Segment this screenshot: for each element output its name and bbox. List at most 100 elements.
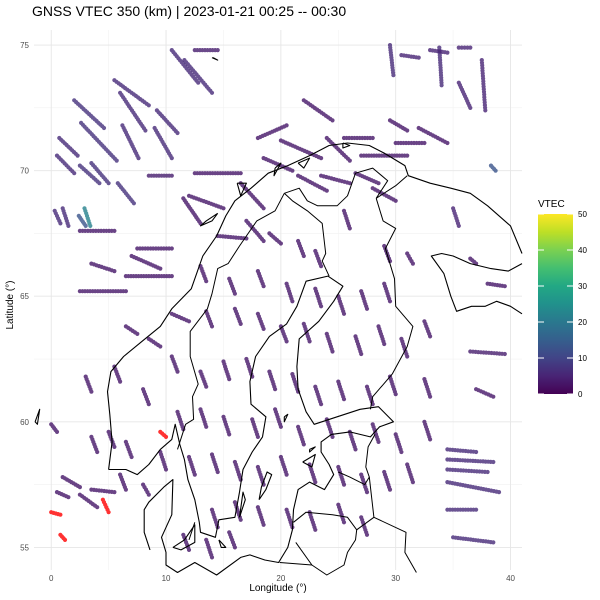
vtec-point: [456, 223, 461, 228]
vtec-track: [359, 515, 370, 537]
country-border: [295, 529, 358, 576]
vtec-track: [296, 238, 306, 259]
vtec-point: [131, 201, 136, 206]
vtec-track: [209, 452, 220, 475]
vtec-track: [307, 462, 318, 485]
vtec-point: [101, 125, 107, 131]
vtec-point: [307, 339, 312, 344]
vtec-point: [89, 389, 94, 394]
vtec-point: [158, 266, 163, 271]
vtec-track: [89, 261, 117, 274]
vtec-track: [192, 171, 243, 176]
vtec-track: [336, 294, 347, 316]
vtec-track: [387, 118, 410, 133]
vtec-track: [255, 311, 266, 331]
vtec-track: [255, 269, 266, 289]
vtec-track: [336, 464, 347, 487]
country-border: [375, 175, 408, 199]
vtec-point: [88, 223, 93, 228]
vtec-track: [129, 253, 163, 271]
vtec-track: [57, 135, 80, 158]
vtec-track: [141, 482, 151, 497]
vtec-point: [313, 527, 318, 532]
vtec-point: [204, 279, 209, 284]
vtec-track: [359, 153, 410, 158]
x-tick-label: 10: [162, 574, 171, 583]
vtec-point: [106, 510, 111, 515]
y-tick-label: 65: [20, 292, 29, 301]
vtec-point: [278, 424, 283, 429]
vtec-track: [115, 181, 136, 206]
vtec-point: [196, 80, 201, 85]
vtec-track: [307, 510, 318, 532]
vtec-track: [405, 251, 415, 266]
coastline: [236, 182, 247, 197]
vtec-track: [89, 161, 111, 186]
vtec-track: [49, 510, 63, 517]
vtec-track: [60, 206, 71, 228]
vtec-point: [439, 83, 444, 88]
vtec-point: [290, 299, 295, 304]
vtec-point: [163, 434, 169, 439]
vtec-point: [341, 520, 347, 525]
country-border: [188, 522, 196, 541]
vtec-track: [399, 336, 410, 359]
vtec-point: [66, 495, 71, 500]
vtec-track: [123, 439, 134, 460]
vtec-track: [284, 281, 295, 304]
vtec-track: [118, 90, 148, 133]
vtec-track: [244, 218, 266, 244]
vtec-track: [77, 289, 128, 294]
vtec-track: [152, 125, 174, 161]
vtec-track: [221, 414, 232, 437]
vtec-point: [359, 351, 364, 357]
vtec-track: [141, 387, 151, 407]
vtec-point: [186, 547, 192, 553]
vtec-point: [319, 156, 324, 161]
vtec-track: [89, 434, 100, 455]
vtec-track: [468, 256, 479, 266]
y-tick-label: 60: [20, 418, 29, 427]
vtec-point: [209, 90, 215, 95]
vtec-track: [445, 457, 496, 465]
vtec-track: [387, 43, 396, 78]
vtec-track: [445, 507, 479, 512]
vtec-track: [52, 208, 63, 226]
vtec-track: [428, 48, 450, 55]
coastline: [342, 142, 351, 149]
vtec-track: [456, 80, 473, 110]
vtec-track: [146, 336, 163, 349]
vtec-point: [58, 512, 63, 517]
vtec-track: [198, 407, 209, 429]
vtec-track: [301, 98, 335, 123]
vtec-track: [278, 138, 324, 161]
vtec-point: [72, 171, 77, 176]
vtec-point: [405, 153, 410, 158]
vtec-track: [238, 181, 266, 211]
vtec-track: [488, 163, 498, 173]
vtec-point: [95, 449, 100, 455]
vtec-track: [336, 379, 347, 402]
vtec-track: [485, 281, 507, 289]
vtec-track: [255, 505, 266, 527]
vtec-track: [468, 349, 507, 357]
vtec-track: [204, 537, 215, 560]
country-border: [373, 516, 417, 573]
legend-tick-label: 50: [578, 210, 587, 219]
vtec-track: [250, 417, 260, 439]
vtec-track: [393, 140, 427, 146]
vtec-track: [296, 173, 329, 193]
vtec-point: [123, 487, 128, 492]
vtec-point: [77, 485, 82, 490]
vtec-track: [353, 334, 364, 357]
vtec-point: [215, 48, 220, 53]
coastline: [430, 252, 523, 315]
coastline: [106, 142, 523, 470]
x-axis-title: Longitude (°): [249, 583, 306, 594]
vtec-point: [445, 50, 450, 55]
vtec-track: [123, 324, 140, 336]
vtec-track: [301, 321, 312, 344]
vtec-track: [169, 311, 192, 324]
vtec-point: [75, 153, 80, 158]
